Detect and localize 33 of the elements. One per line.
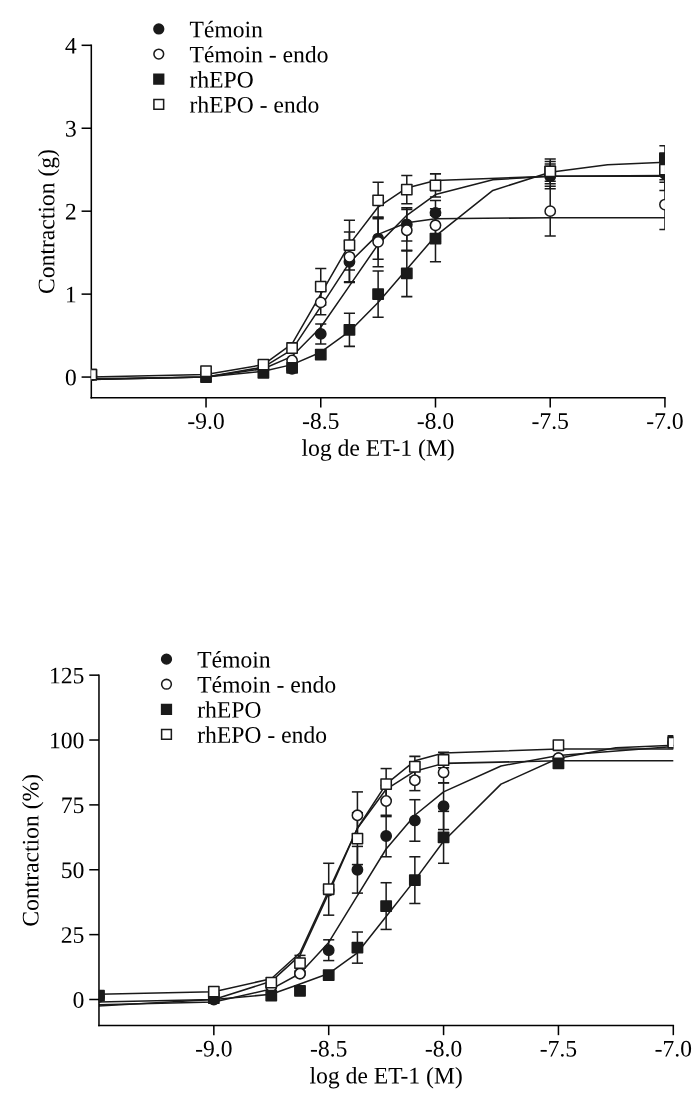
x-tick-label: -7.0 — [655, 1040, 692, 1057]
x-tick-label: -8.5 — [310, 1040, 347, 1057]
legend-label: Témoin — [197, 650, 271, 668]
x-tick-label: -8.0 — [425, 1040, 462, 1057]
y-tick-label: 3 — [66, 120, 76, 137]
legend-label: rhEPO - endo — [197, 726, 327, 743]
legend-label: rhEPO — [189, 71, 253, 88]
legend-label: Témoin — [189, 20, 263, 38]
y-tick-label: 0 — [73, 991, 84, 1008]
x-tick-label: -9.0 — [188, 413, 224, 430]
y-tick-label: 25 — [61, 927, 84, 944]
x-tick-label: -7.5 — [532, 413, 568, 430]
legend-label: rhEPO - endo — [189, 96, 319, 113]
y-tick-label: 125 — [51, 667, 84, 684]
y-axis-title: Contraction (g) — [37, 150, 60, 294]
y-tick-label: 50 — [62, 862, 84, 879]
x-tick-label: -9.0 — [196, 1040, 232, 1057]
x-tick-label: -7.5 — [540, 1040, 577, 1057]
y-tick-label: 4 — [65, 37, 77, 54]
x-tick-label: -7.0 — [647, 413, 683, 430]
x-tick-label: -8.0 — [417, 413, 454, 430]
y-tick-label: 0 — [65, 369, 76, 386]
y-tick-label: 2 — [65, 203, 76, 220]
x-axis-title: log de ET-1 (M) — [309, 1066, 462, 1089]
y-axis-title: Contraction (%) — [22, 774, 44, 926]
x-tick-label: -8.5 — [302, 413, 339, 430]
legend-label: Témoin - endo — [189, 45, 328, 63]
legend-label: Témoin - endo — [197, 676, 336, 693]
legend-label: rhEPO — [197, 701, 261, 718]
y-tick-label: 75 — [62, 797, 84, 814]
y-tick-label: 1 — [67, 286, 76, 303]
y-tick-label: 100 — [51, 732, 84, 749]
x-axis-title: log de ET-1 (M) — [301, 439, 454, 461]
